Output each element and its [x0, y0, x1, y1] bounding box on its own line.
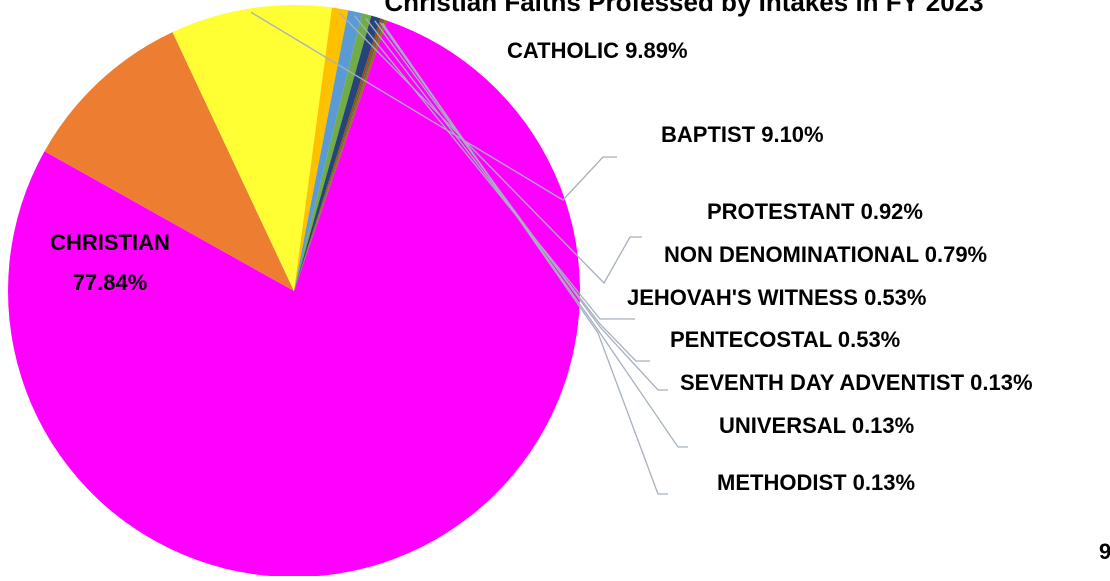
data-label-non-denominational: NON DENOMINATIONAL 0.79%	[664, 242, 987, 267]
slices-layer	[7, 5, 581, 578]
data-label-universal: UNIVERSAL 0.13%	[719, 413, 914, 438]
data-label-seventh-day-adventist: SEVENTH DAY ADVENTIST 0.13%	[680, 370, 1033, 395]
data-label-baptist: BAPTIST 9.10%	[661, 122, 824, 147]
leader-line-protestant	[339, 12, 642, 285]
data-label-methodist: METHODIST 0.13%	[717, 470, 915, 495]
pie-slice-catholic	[44, 32, 294, 292]
data-label-christian-value: 77.84%	[73, 270, 148, 295]
pie-slice-pentecostal	[294, 15, 381, 292]
data-label-pentecostal: PENTECOSTAL 0.53%	[670, 327, 900, 352]
pie-slice-methodist	[294, 19, 388, 292]
data-label-catholic: CATHOLIC 9.89%	[507, 38, 688, 63]
pie-slice-non-denominational	[294, 10, 363, 291]
leader-line-universal	[382, 22, 668, 495]
data-labels-layer: CHRISTIAN 77.84% CATHOLIC 9.89% BAPTIST …	[50, 38, 1032, 495]
data-label-protestant: PROTESTANT 0.92%	[707, 199, 923, 224]
pie-slice-jehovah-s-witness	[294, 13, 372, 292]
pie-slice-protestant	[294, 7, 349, 292]
leader-line-baptist	[250, 11, 617, 201]
page-number: 9	[1099, 539, 1110, 564]
pie-slice-seventh-day-adventist	[294, 18, 383, 291]
pie-slice-baptist	[172, 5, 332, 292]
leader-line-non-denominational	[353, 15, 635, 320]
data-label-christian-name: CHRISTIAN	[50, 230, 170, 255]
chart-title: Christian Faiths Professed by Intakes in…	[384, 0, 983, 17]
pie-slice-universal	[294, 19, 385, 291]
pie-slice-christian	[7, 20, 581, 578]
data-label-jehovahs-witness: JEHOVAH'S WITNESS 0.53%	[627, 285, 926, 310]
leader-line-jehovah-s-witness	[365, 17, 650, 362]
leader-lines-layer	[250, 11, 688, 495]
